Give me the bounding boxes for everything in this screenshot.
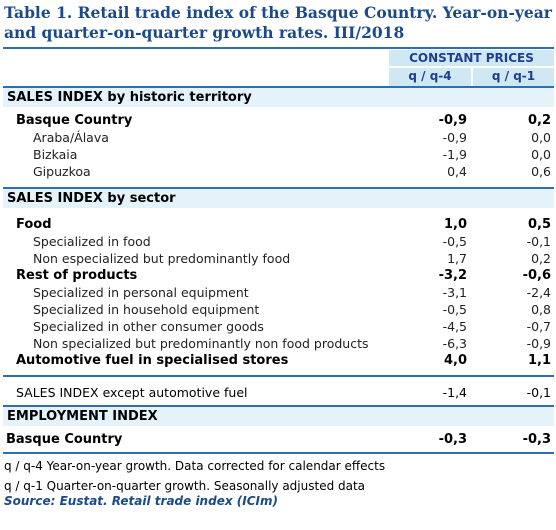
row-label: Basque Country xyxy=(16,113,133,128)
row-label: Specialized in personal equipment xyxy=(33,285,249,300)
table-row: Bizkaia -1,9 0,0 xyxy=(3,146,554,163)
section-territory-label: SALES INDEX by historic territory xyxy=(7,90,252,105)
row-value-qoq: -0,1 xyxy=(526,385,551,400)
row-value-yoy: -3,2 xyxy=(438,268,467,283)
table-row: Basque Country -0,9 0,2 xyxy=(3,112,554,129)
row-label: Specialized in household equipment xyxy=(33,302,260,317)
section-rule xyxy=(3,405,554,407)
header-top-rule xyxy=(3,47,554,49)
row-value-qoq: 0,2 xyxy=(527,113,551,128)
row-value-yoy: -3,1 xyxy=(442,285,467,300)
row-value-yoy: -1,4 xyxy=(442,385,467,400)
constant-prices-header: CONSTANT PRICES xyxy=(389,50,554,66)
note-qoq: q / q-1 Quarter-on-quarter growth. Seaso… xyxy=(4,479,366,493)
section-employment: EMPLOYMENT INDEX xyxy=(3,407,554,426)
row-value-qoq: -0,7 xyxy=(526,319,551,334)
table-row: Non specialized but predominantly non fo… xyxy=(3,335,554,352)
row-value-yoy: 0,4 xyxy=(447,164,467,179)
row-value-qoq: -0,1 xyxy=(526,234,551,249)
row-label: Specialized in food xyxy=(33,234,151,249)
table-row: Specialized in personal equipment -3,1 -… xyxy=(3,284,554,301)
table-row: Gipuzkoa 0,4 0,6 xyxy=(3,163,554,180)
row-value-qoq: 0,5 xyxy=(527,217,551,232)
table-row: Automotive fuel in specialised stores 4,… xyxy=(3,352,554,369)
row-label: Non specialized but predominantly non fo… xyxy=(33,336,369,351)
table-row: Specialized in other consumer goods -4,5… xyxy=(3,318,554,335)
section-rule xyxy=(3,86,554,88)
note-yoy: q / q-4 Year-on-year growth. Data correc… xyxy=(4,459,386,473)
row-label: Basque Country xyxy=(6,432,123,447)
row-label: Bizkaia xyxy=(33,147,78,162)
table-row: Non especialized but predominantly food … xyxy=(3,250,554,267)
row-value-qoq: 0,0 xyxy=(531,130,551,145)
row-value-yoy: -0,3 xyxy=(438,432,467,447)
row-value-yoy: 1,0 xyxy=(443,217,467,232)
section-sector: SALES INDEX by sector xyxy=(3,189,554,208)
row-value-yoy: -0,9 xyxy=(438,113,467,128)
row-value-qoq: 0,6 xyxy=(531,164,551,179)
row-label: Gipuzkoa xyxy=(33,164,91,179)
row-value-yoy: 1,7 xyxy=(447,251,467,266)
table-row: Basque Country -0,3 -0,3 xyxy=(3,431,554,448)
col-header-q-q4: q / q-4 xyxy=(389,68,471,86)
row-value-yoy: -0,9 xyxy=(442,130,467,145)
table-row: Specialized in food -0,5 -0,1 xyxy=(3,233,554,250)
row-value-yoy: -0,5 xyxy=(442,234,467,249)
row-value-qoq: 1,1 xyxy=(527,353,551,368)
col-header-q-q1: q / q-1 xyxy=(473,68,554,86)
row-label: Automotive fuel in specialised stores xyxy=(16,353,289,368)
table-title: Table 1. Retail trade index of the Basqu… xyxy=(4,3,552,42)
row-value-yoy: -0,5 xyxy=(442,302,467,317)
row-label: Araba/Álava xyxy=(33,130,109,145)
source-note: Source: Eustat. Retail trade index (ICIm… xyxy=(4,494,278,508)
row-value-yoy: 4,0 xyxy=(443,353,467,368)
row-label: SALES INDEX except automotive fuel xyxy=(16,385,248,400)
table-row: SALES INDEX except automotive fuel -1,4 … xyxy=(3,384,554,401)
row-value-qoq: -2,4 xyxy=(526,285,551,300)
section-territory: SALES INDEX by historic territory xyxy=(3,88,554,107)
row-value-qoq: -0,6 xyxy=(522,268,551,283)
row-value-yoy: -1,9 xyxy=(442,147,467,162)
table-bottom-rule xyxy=(3,452,554,454)
row-value-qoq: -0,9 xyxy=(526,336,551,351)
row-value-yoy: -4,5 xyxy=(442,319,467,334)
row-value-qoq: 0,8 xyxy=(531,302,551,317)
table-row: Food 1,0 0,5 xyxy=(3,216,554,233)
row-value-qoq: 0,2 xyxy=(531,251,551,266)
table-row: Araba/Álava -0,9 0,0 xyxy=(3,129,554,146)
row-label: Non especialized but predominantly food xyxy=(33,251,291,266)
section-rule xyxy=(3,187,554,189)
section-sector-label: SALES INDEX by sector xyxy=(7,191,176,206)
row-value-yoy: -6,3 xyxy=(442,336,467,351)
table-row: Rest of products -3,2 -0,6 xyxy=(3,267,554,284)
section-rule xyxy=(3,375,554,377)
section-employment-label: EMPLOYMENT INDEX xyxy=(7,409,158,424)
row-label: Rest of products xyxy=(16,268,138,283)
row-label: Food xyxy=(16,217,52,232)
row-label: Specialized in other consumer goods xyxy=(33,319,264,334)
table-row: Specialized in household equipment -0,5 … xyxy=(3,301,554,318)
row-value-qoq: -0,3 xyxy=(522,432,551,447)
row-value-qoq: 0,0 xyxy=(531,147,551,162)
